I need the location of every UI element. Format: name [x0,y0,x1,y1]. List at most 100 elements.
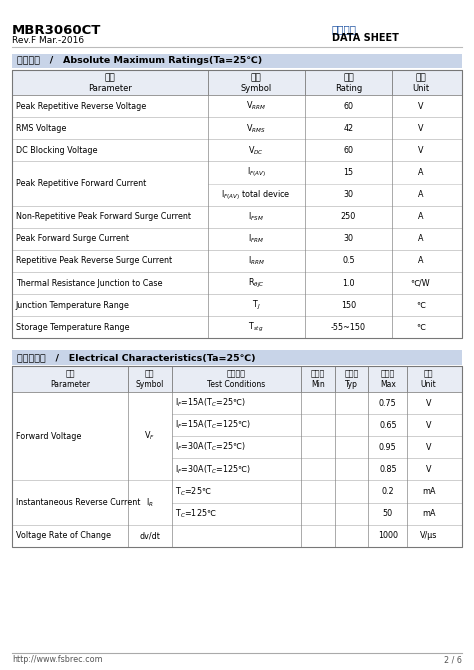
Bar [12,54,462,68]
Text: I$_F$=15A(T$_C$=125℃): I$_F$=15A(T$_C$=125℃) [175,419,251,431]
Text: Parameter: Parameter [88,84,132,92]
Text: A: A [418,190,423,199]
Bar [12,525,462,547]
Bar [12,392,462,480]
Text: Peak Forward Surge Current: Peak Forward Surge Current [16,234,128,243]
Text: Rating: Rating [335,84,362,92]
Text: 测试条件: 测试条件 [227,370,246,379]
Text: T$_{J}$: T$_{J}$ [252,299,260,312]
Text: 参数: 参数 [65,370,75,379]
Text: 参数: 参数 [104,73,115,82]
Text: 极限参数   /   Absolute Maximum Ratings(Ta=25℃): 极限参数 / Absolute Maximum Ratings(Ta=25℃) [17,56,262,66]
Text: 典型值: 典型值 [345,370,359,379]
Text: 符号: 符号 [251,73,262,82]
Text: I$_{F(AV)}$ total device: I$_{F(AV)}$ total device [221,188,291,202]
Text: Voltage Rate of Change: Voltage Rate of Change [16,531,110,540]
Text: V: V [418,102,423,111]
Text: V$_{RMS}$: V$_{RMS}$ [246,122,266,135]
Bar [12,95,462,117]
Text: 0.95: 0.95 [379,443,397,452]
Text: Parameter: Parameter [50,380,90,389]
Text: Test Conditions: Test Conditions [207,380,265,389]
Bar [12,272,462,294]
Bar [12,350,462,365]
Text: 符号: 符号 [145,370,155,379]
Text: T$_C$=125℃: T$_C$=125℃ [175,507,217,520]
Text: ℃: ℃ [416,301,425,310]
Text: Peak Repetitive Forward Current: Peak Repetitive Forward Current [16,179,146,188]
Text: V$_{RRM}$: V$_{RRM}$ [246,100,266,113]
Text: http://www.fsbrec.com: http://www.fsbrec.com [12,655,102,665]
Text: mA: mA [422,487,435,496]
Text: Min: Min [311,380,325,389]
Text: Storage Temperature Range: Storage Temperature Range [16,323,129,332]
Bar [12,316,462,338]
Text: RMS Voltage: RMS Voltage [16,124,66,133]
Text: Peak Repetitive Reverse Voltage: Peak Repetitive Reverse Voltage [16,102,146,111]
Text: 250: 250 [341,212,356,221]
Text: 单位: 单位 [415,73,426,82]
Text: V$_{DC}$: V$_{DC}$ [248,144,264,157]
Text: 电性能参数   /   Electrical Characteristics(Ta=25℃): 电性能参数 / Electrical Characteristics(Ta=25… [17,353,255,362]
Bar [12,366,462,392]
Text: 15: 15 [343,168,354,177]
Text: T$_C$=25℃: T$_C$=25℃ [175,485,212,498]
Text: 0.2: 0.2 [382,487,394,496]
Text: V: V [426,399,431,407]
Text: A: A [418,168,423,177]
Text: I$_{F(AV)}$: I$_{F(AV)}$ [246,165,266,180]
Text: 0.85: 0.85 [379,465,397,474]
Text: Instantaneous Reverse Current: Instantaneous Reverse Current [16,498,140,507]
Text: T$_{stg}$: T$_{stg}$ [248,321,264,334]
Text: 单位: 单位 [424,370,433,379]
Text: V/μs: V/μs [420,531,438,540]
Text: A: A [418,212,423,221]
Text: Junction Temperature Range: Junction Temperature Range [16,301,129,310]
Bar [12,228,462,250]
Text: Thermal Resistance Junction to Case: Thermal Resistance Junction to Case [16,279,162,287]
Text: 42: 42 [343,124,354,133]
Text: 60: 60 [344,102,354,111]
Text: Unit: Unit [421,380,437,389]
Text: V: V [426,421,431,429]
Text: Symbol: Symbol [136,380,164,389]
Bar [12,161,462,206]
Text: 蓝箭电子: 蓝箭电子 [332,24,357,34]
Text: V: V [426,465,431,474]
Text: dv/dt: dv/dt [139,531,160,540]
Bar [12,366,462,547]
Text: mA: mA [422,509,435,518]
Text: 50: 50 [383,509,393,518]
Text: 0.75: 0.75 [379,399,397,407]
Text: 最小值: 最小值 [310,370,325,379]
Text: V: V [418,124,423,133]
Text: 0.65: 0.65 [379,421,397,429]
Bar [12,70,462,338]
Text: 30: 30 [344,234,354,243]
Text: A: A [418,234,423,243]
Text: 30: 30 [344,190,354,199]
Text: V$_F$: V$_F$ [145,430,155,442]
Text: DATA SHEET: DATA SHEET [332,34,399,43]
Text: Repetitive Peak Reverse Surge Current: Repetitive Peak Reverse Surge Current [16,257,172,265]
Bar [12,294,462,316]
Text: V: V [418,146,423,155]
Text: 数值: 数值 [343,73,354,82]
Text: Unit: Unit [412,84,429,92]
Text: ℃/W: ℃/W [410,279,430,287]
Text: ℃: ℃ [416,323,425,332]
Text: 150: 150 [341,301,356,310]
Text: -55~150: -55~150 [331,323,366,332]
Text: I$_{FRM}$: I$_{FRM}$ [248,232,264,245]
Text: 60: 60 [344,146,354,155]
Text: 最大值: 最大值 [381,370,395,379]
Text: 0.5: 0.5 [342,257,355,265]
Text: Rev.F Mar.-2016: Rev.F Mar.-2016 [12,36,84,45]
Text: Forward Voltage: Forward Voltage [16,431,81,441]
Text: Typ: Typ [345,380,358,389]
Text: 1.0: 1.0 [342,279,355,287]
Bar [12,139,462,161]
Text: I$_F$=30A(T$_C$=25℃): I$_F$=30A(T$_C$=25℃) [175,441,246,454]
Text: A: A [418,257,423,265]
Text: Non-Repetitive Peak Forward Surge Current: Non-Repetitive Peak Forward Surge Curren… [16,212,191,221]
